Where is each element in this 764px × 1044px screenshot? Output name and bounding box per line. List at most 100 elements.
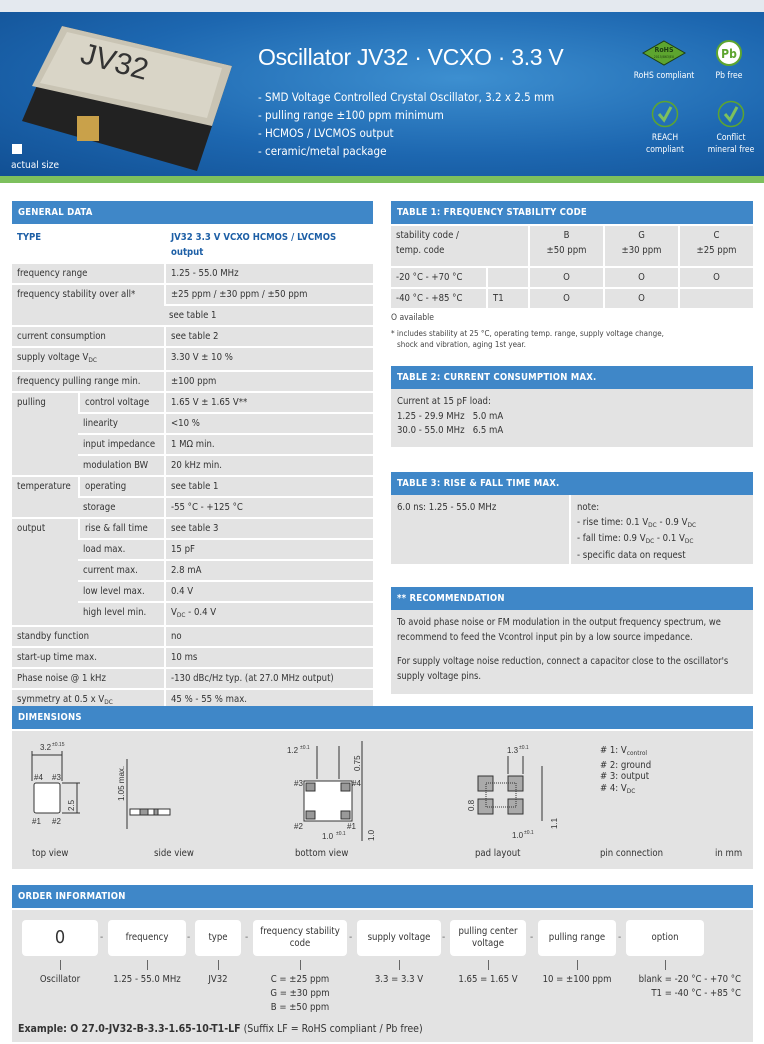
dash-separator: - (100, 932, 104, 943)
paragraph: To avoid phase noise or FM modulation in… (397, 617, 721, 643)
svg-text:1.0: 1.0 (512, 831, 524, 840)
section-header: ORDER INFORMATION (12, 885, 753, 908)
order-field-box: frequency (108, 920, 186, 956)
row-value: 1.65 V ± 1.65 V** (164, 393, 373, 412)
pin-item: # 2: ground (600, 759, 652, 771)
table-row: modulation BW 20 kHz min. (12, 456, 373, 475)
svg-text:Pb: Pb (721, 47, 737, 61)
order-field-box: frequency stability code (253, 920, 347, 956)
svg-text:±0.1: ±0.1 (336, 831, 346, 837)
row-label: frequency pulling range min. (12, 372, 164, 391)
label-pad-layout: pad layout (475, 848, 521, 859)
dash-separator: - (245, 932, 249, 943)
rise-line: - rise time: 0.1 VDC - 0.9 VDC (577, 516, 697, 529)
table-row: linearity <10 % (12, 414, 373, 433)
temp-code: T1 (486, 289, 528, 308)
table3-section: TABLE 3: RISE & FALL TIME MAX. 6.0 ns: 1… (391, 472, 753, 564)
header-text: temp. code (396, 245, 445, 256)
pb-free-icon: Pb (716, 40, 742, 66)
table-row: frequency range 1.25 - 55.0 MHz (12, 264, 373, 283)
order-field-value: 1.25 - 55.0 MHz (113, 973, 181, 987)
dash-separator: - (349, 932, 353, 943)
row-value: -130 dBc/Hz typ. (at 27.0 MHz output) (164, 669, 373, 688)
note-label: note: (577, 502, 600, 513)
recommendation-section: ** RECOMMENDATION To avoid phase noise o… (391, 587, 753, 694)
value-line: 10 = ±100 ppm (542, 974, 612, 985)
value-line: Oscillator (39, 974, 81, 985)
availability-mark: O (678, 268, 753, 287)
availability-mark: O (603, 289, 678, 308)
subscript: DC (88, 356, 97, 364)
value-line: T1 = -40 °C - +85 °C (651, 988, 741, 999)
stability-table: stability code / temp. code B ±50 ppm G ±30… (391, 224, 753, 310)
table-row: current max. 2.8 mA (12, 561, 373, 580)
connector-line (300, 960, 301, 970)
order-field-value: Oscillator (40, 973, 80, 987)
svg-text:#3: #3 (294, 779, 303, 788)
svg-text:±0.1: ±0.1 (519, 745, 529, 751)
table-row: -20 °C - +70 °C O O O (391, 268, 753, 287)
order-field-value: blank = -20 °C - +70 °C T1 = -40 °C - +85… (639, 973, 741, 1001)
row-label: output (12, 519, 78, 625)
conflict-mineral-label: Conflict mineral free (707, 133, 755, 155)
row-value: 15 pF (164, 540, 373, 559)
svg-text:1.1: 1.1 (550, 817, 559, 829)
intro: Current at 15 pF load: (397, 396, 491, 407)
current-line: 30.0 - 55.0 MHz 6.5 mA (397, 425, 504, 436)
type-row: TYPE JV32 3.3 V VCXO HCMOS / LVCMOS outpu… (12, 226, 373, 262)
svg-text:3.2: 3.2 (40, 743, 52, 752)
svg-text:#4: #4 (34, 773, 43, 782)
value-line: 1.65 = 1.65 V (458, 974, 518, 985)
row-label: Phase noise @ 1 kHz (12, 669, 164, 688)
feature-item: - pulling range ±100 ppm minimum (258, 108, 444, 122)
row-value: no (164, 627, 373, 646)
legend: O available (391, 313, 434, 323)
table-row: -40 °C - +85 °C T1 O O (391, 289, 753, 308)
current-line: 1.25 - 29.9 MHz 5.0 mA (397, 410, 504, 422)
table-row: output rise & fall time see table 3 (12, 519, 373, 625)
feature-item: - ceramic/metal package (258, 144, 387, 158)
svg-text:RoHS: RoHS (655, 46, 674, 54)
check-icon (717, 100, 745, 128)
subscript: DC (176, 611, 186, 619)
subscript: DC (104, 698, 113, 706)
dash-separator: - (442, 932, 446, 943)
order-field-box: type (195, 920, 241, 956)
value-line: 3.3 = 3.3 V (374, 974, 424, 985)
pin-item: # 4: VDC (600, 782, 636, 795)
value-line: C = ±25 ppm (270, 974, 330, 985)
row-value: see table 2 (164, 327, 373, 346)
code: G (638, 230, 645, 241)
header-banner: JV32 actual size Oscillator JV32 · VCXO … (0, 12, 764, 178)
actual-size-label: actual size (11, 160, 60, 171)
svg-text:1.2: 1.2 (287, 746, 299, 755)
table-header-row: stability code / temp. code B ±50 ppm G ±30… (391, 226, 753, 266)
page-title: Oscillator JV32 · VCXO · 3.3 V (258, 44, 564, 70)
connector-line (147, 960, 148, 970)
order-field-box: pulling range (538, 920, 616, 956)
dash-separator: - (618, 932, 622, 943)
code: C (713, 230, 720, 241)
dash-separator: - (187, 932, 191, 943)
connector-line (665, 960, 666, 970)
rise-fall-note: note: - rise time: 0.1 VDC - 0.9 VDC - f… (571, 495, 753, 564)
type-label: TYPE (12, 226, 164, 262)
subscript: control (626, 749, 648, 757)
order-example: Example: O 27.0-JV32-B-3.3-1.65-10-T1-LF… (18, 1023, 423, 1035)
order-field-box: supply voltage (357, 920, 441, 956)
dimensions-body: 3.2 ±0.15 #4 #3 #1 #2 2.5 1.05 max. 1.2 ±0.1… (12, 731, 753, 869)
svg-text:±0.1: ±0.1 (524, 830, 534, 836)
rise-fall-value: 6.0 ns: 1.25 - 55.0 MHz (391, 495, 569, 564)
section-header: DIMENSIONS (12, 706, 753, 729)
order-field-value: C = ±25 ppm G = ±30 ppm B = ±50 ppm (270, 973, 329, 1015)
row-sublabel: low level max. (78, 582, 164, 601)
svg-text:#1: #1 (347, 822, 356, 831)
order-information-section: ORDER INFORMATION Example: O 27.0-JV32-B… (12, 885, 753, 1042)
example-code: Example: O 27.0-JV32-B-3.3-1.65-10-T1-LF (18, 1023, 241, 1035)
connector-line (577, 960, 578, 970)
ppm: ±50 ppm (546, 245, 587, 256)
table2-body: Current at 15 pF load: 1.25 - 29.9 MHz 5… (391, 389, 753, 447)
row-label: standby function (12, 627, 164, 646)
row-label: frequency stability over all* (12, 285, 164, 325)
